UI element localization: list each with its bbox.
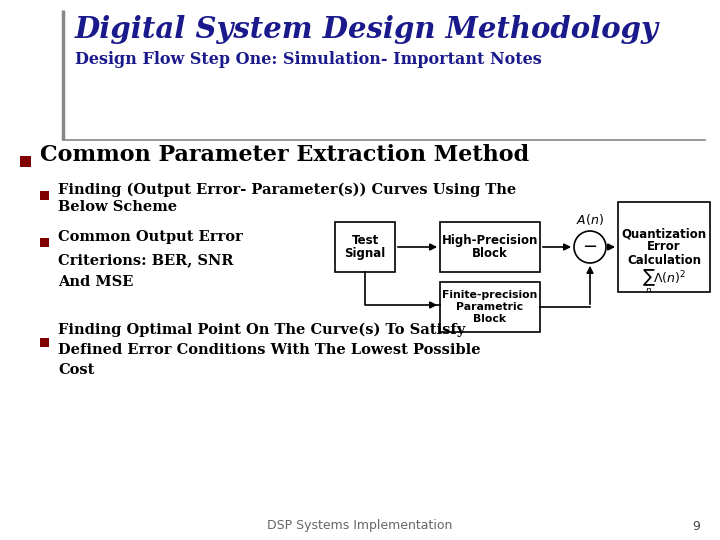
Text: Common Output Error: Common Output Error — [58, 230, 243, 244]
Text: $\sum_n \Lambda(n)^2$: $\sum_n \Lambda(n)^2$ — [642, 268, 686, 296]
Text: Digital System Design Methodology: Digital System Design Methodology — [75, 16, 659, 44]
Text: Calculation: Calculation — [627, 254, 701, 267]
Text: Parametric: Parametric — [456, 302, 523, 312]
Bar — [440, 282, 540, 332]
Text: Error: Error — [647, 240, 681, 253]
Bar — [440, 222, 540, 272]
Bar — [40, 238, 49, 247]
Text: 9: 9 — [692, 519, 700, 532]
Text: −: − — [582, 238, 598, 256]
Text: Criterions: BER, SNR: Criterions: BER, SNR — [58, 253, 233, 267]
Bar — [40, 191, 49, 200]
Text: Finite-precision: Finite-precision — [442, 290, 538, 300]
Text: Quantization: Quantization — [621, 227, 706, 240]
Text: And MSE: And MSE — [58, 275, 133, 289]
Text: High-Precision: High-Precision — [442, 234, 538, 247]
Text: Cost: Cost — [58, 363, 94, 377]
Text: Common Parameter Extraction Method: Common Parameter Extraction Method — [40, 144, 529, 166]
Text: Block: Block — [472, 247, 508, 260]
Bar — [335, 222, 395, 272]
Circle shape — [574, 231, 606, 263]
Text: Defined Error Conditions With The Lowest Possible: Defined Error Conditions With The Lowest… — [58, 343, 481, 357]
Text: Finding (Output Error- Parameter(s)) Curves Using The: Finding (Output Error- Parameter(s)) Cur… — [58, 183, 516, 197]
Text: Design Flow Step One: Simulation- Important Notes: Design Flow Step One: Simulation- Import… — [75, 51, 541, 69]
Bar — [618, 202, 710, 292]
Text: Finding Optimal Point On The Curve(s) To Satisfy: Finding Optimal Point On The Curve(s) To… — [58, 323, 465, 337]
Bar — [40, 338, 49, 347]
Text: Test: Test — [351, 234, 379, 247]
Text: $A(n)$: $A(n)$ — [576, 212, 604, 227]
Text: Below Scheme: Below Scheme — [58, 200, 177, 214]
Bar — [20, 156, 31, 167]
Text: Signal: Signal — [344, 247, 386, 260]
Text: Block: Block — [474, 314, 506, 324]
Text: DSP Systems Implementation: DSP Systems Implementation — [267, 519, 453, 532]
